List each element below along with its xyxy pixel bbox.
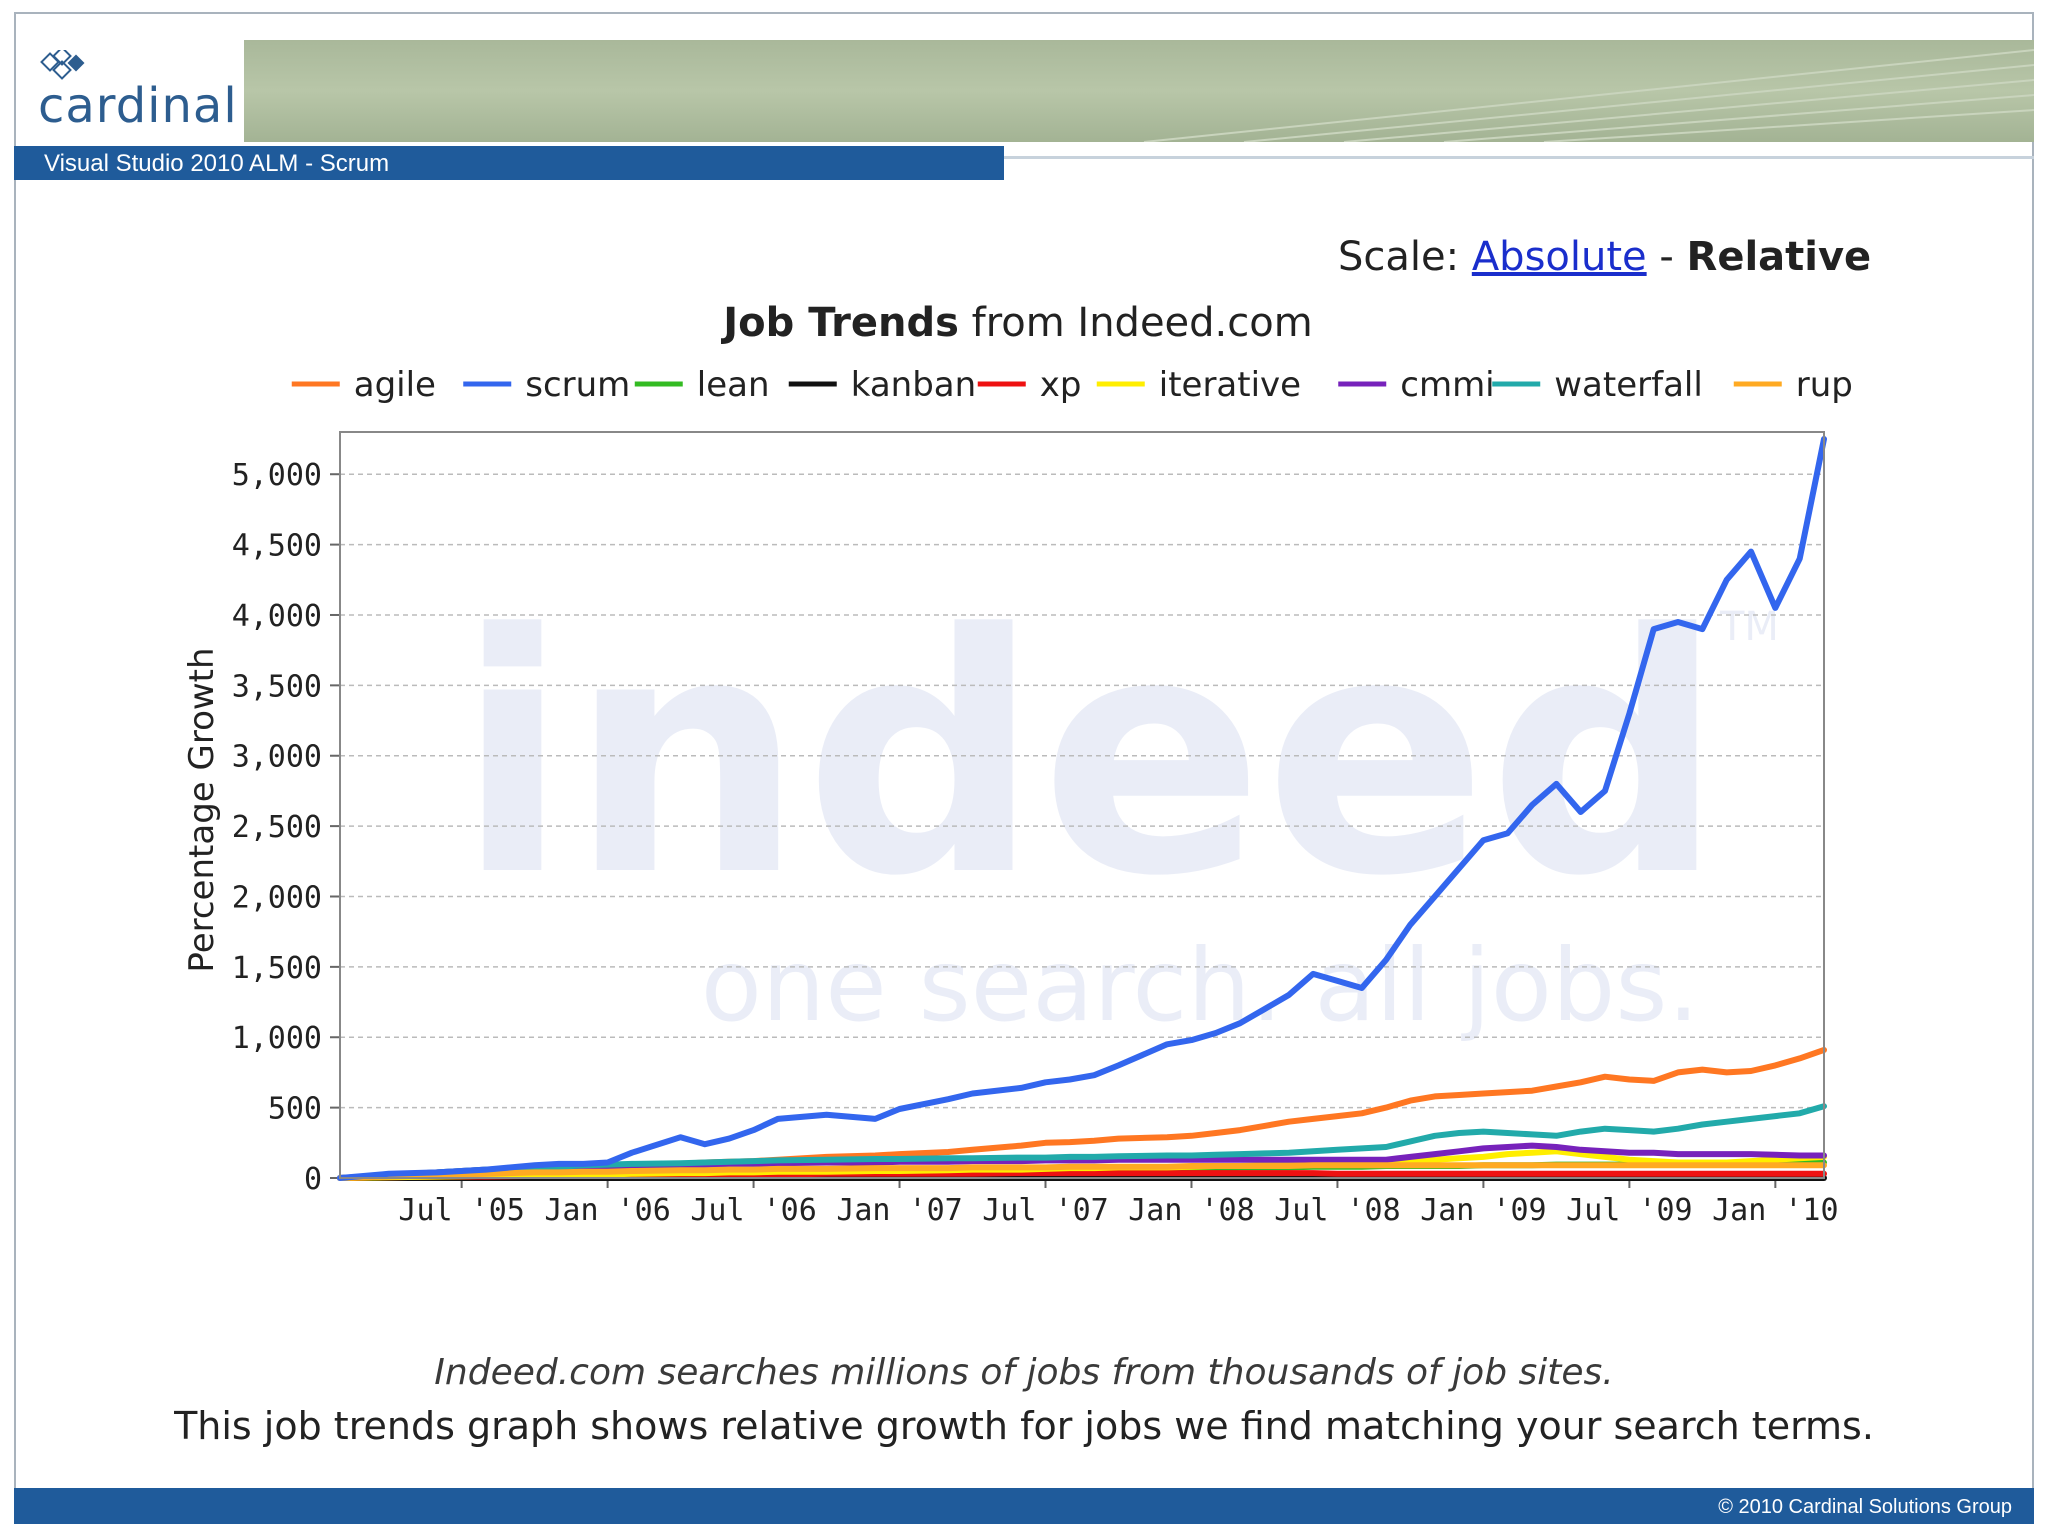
caption-line-2: This job trends graph shows relative gro… xyxy=(174,1404,1874,1448)
series-line-waterfall xyxy=(337,1103,1827,1181)
y-tick-label: 5,000 xyxy=(232,458,322,493)
slide-title: Visual Studio 2010 ALM - Scrum xyxy=(44,150,390,177)
y-tick-label: 3,500 xyxy=(232,669,322,704)
legend-label-xp: xp xyxy=(1040,365,1082,405)
series-line-scrum xyxy=(337,436,1827,1181)
y-tick-label: 500 xyxy=(268,1092,322,1127)
y-tick-label: 0 xyxy=(304,1162,322,1197)
scale-selector: Scale: Absolute - Relative xyxy=(1338,234,1871,280)
x-tick-label: Jul '05 xyxy=(398,1193,524,1228)
y-axis-label: Percentage Growth xyxy=(182,647,222,972)
x-tick-label: Jan '06 xyxy=(544,1193,670,1228)
y-tick-label: 4,500 xyxy=(232,529,322,564)
scale-relative-option: Relative xyxy=(1686,234,1872,280)
x-tick-label: Jul '09 xyxy=(1566,1193,1692,1228)
scale-absolute-link[interactable]: Absolute xyxy=(1471,234,1647,280)
slide-frame xyxy=(14,12,2034,1524)
legend-label-rup: rup xyxy=(1796,365,1853,405)
chart-title-rest: from Indeed.com xyxy=(959,300,1313,346)
chart-grid xyxy=(340,473,1824,1109)
x-tick-label: Jul '08 xyxy=(1274,1193,1400,1228)
legend-label-lean: lean xyxy=(697,365,770,405)
plot-frame xyxy=(339,431,1825,1179)
y-tick-label: 2,000 xyxy=(232,880,322,915)
x-tick-label: Jan '09 xyxy=(1420,1193,1546,1228)
x-tick-label: Jul '06 xyxy=(690,1193,816,1228)
legend-label-iterative: iterative xyxy=(1159,365,1301,405)
y-tick-label: 1,500 xyxy=(232,951,322,986)
footer-bar xyxy=(14,1488,2034,1524)
series-line-rup xyxy=(337,1162,1827,1181)
x-axis-ticks: Jul '05 Jan '06 Jul '06 Jan '07 Jul '07 Jan '… xyxy=(398,1178,1839,1228)
cardinal-logo-text: cardinal xyxy=(38,78,238,134)
y-tick-label: 2,500 xyxy=(232,810,322,845)
chart-title-bold: Job Trends xyxy=(720,300,959,346)
watermark-tagline: one search. all jobs. xyxy=(701,927,1700,1044)
chart-series xyxy=(337,436,1827,1181)
chart-title: Job Trends from Indeed.com xyxy=(720,300,1312,346)
watermark-tm: TM xyxy=(1719,604,1779,650)
x-tick-label: Jan '07 xyxy=(836,1193,962,1228)
legend-label-scrum: scrum xyxy=(525,365,630,405)
legend-label-agile: agile xyxy=(354,365,436,405)
x-tick-label: Jul '07 xyxy=(982,1193,1108,1228)
x-tick-label: Jan '10 xyxy=(1712,1193,1838,1228)
header-decoration-band xyxy=(244,40,2034,142)
y-axis-ticks: 0 500 1,000 1,500 2,000 2,500 3,000 3,500 4,000 4… xyxy=(232,458,340,1197)
caption-line-1: Indeed.com searches millions of jobs fro… xyxy=(434,1352,1614,1393)
scale-label: Scale: xyxy=(1338,234,1460,280)
cardinal-diamond-logo-icon xyxy=(40,50,85,80)
legend-label-waterfall: waterfall xyxy=(1554,365,1703,405)
legend-label-cmmi: cmmi xyxy=(1400,365,1494,405)
y-tick-label: 4,000 xyxy=(232,599,322,634)
indeed-watermark: indeed one search. all jobs. TM xyxy=(456,564,1779,1044)
footer-copyright: © 2010 Cardinal Solutions Group xyxy=(1718,1496,2012,1518)
legend-label-kanban: kanban xyxy=(851,365,976,405)
slide-title-bar xyxy=(14,146,1004,180)
y-tick-label: 1,000 xyxy=(232,1021,322,1056)
chart-legend: agile scrum lean kanban xp iterative cmmi water… xyxy=(291,365,1853,405)
y-tick-label: 3,000 xyxy=(232,740,322,775)
x-tick-label: Jan '08 xyxy=(1128,1193,1254,1228)
title-bar-rule xyxy=(1004,156,2034,159)
scale-separator: - xyxy=(1659,234,1674,280)
